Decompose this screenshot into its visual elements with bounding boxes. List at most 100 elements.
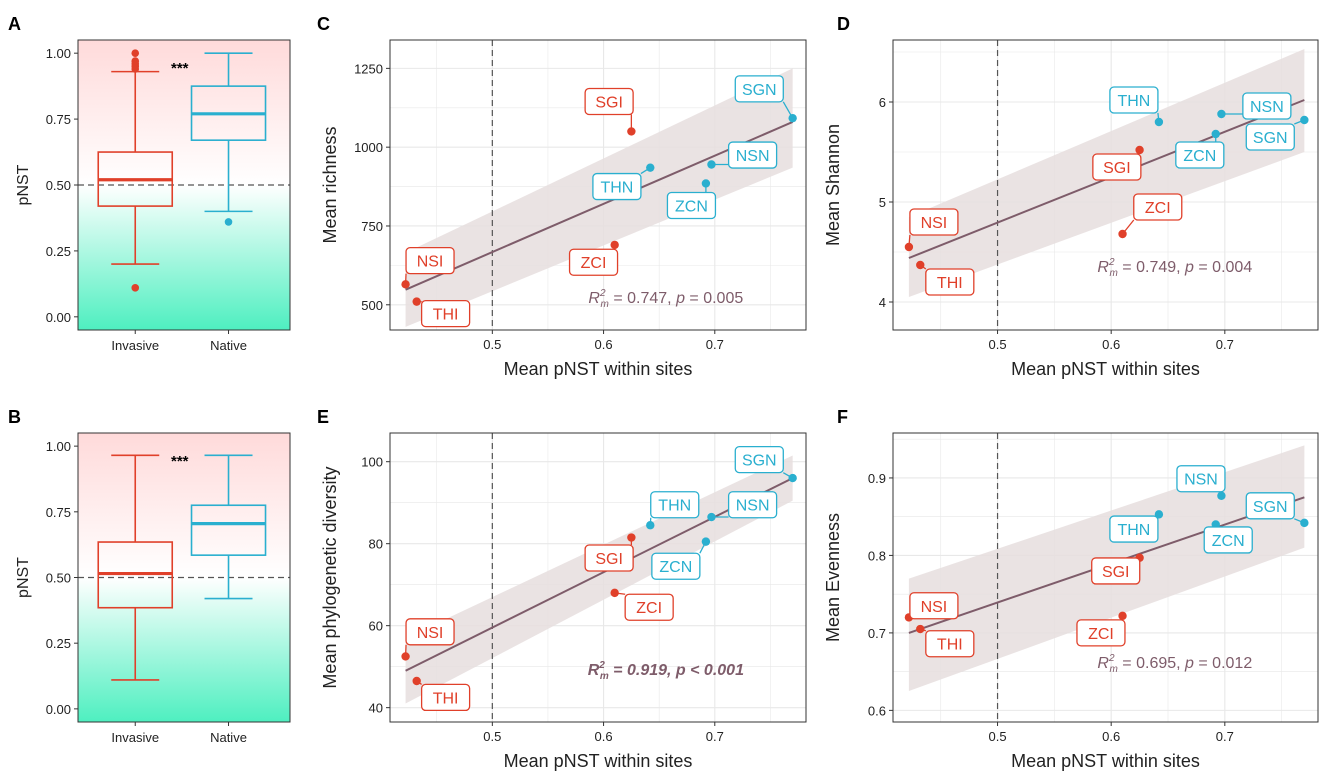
y-tick-label: 1000 bbox=[354, 140, 383, 155]
x-tick-label: 0.7 bbox=[706, 337, 724, 352]
point-label: THN bbox=[1117, 522, 1150, 539]
x-tick-label: 0.5 bbox=[483, 729, 501, 744]
point-label-box bbox=[925, 268, 975, 296]
fit-sup: 2 bbox=[1108, 257, 1115, 268]
box-invasive bbox=[97, 454, 174, 681]
fit-p-text: = 0.004 bbox=[1194, 259, 1252, 276]
data-point bbox=[916, 624, 925, 634]
y-tick-label: 0.00 bbox=[46, 702, 71, 717]
fit-r2-symbol: R bbox=[588, 662, 600, 679]
data-point bbox=[788, 473, 797, 483]
point-label: NSN bbox=[736, 148, 770, 165]
x-tick-label: 0.7 bbox=[706, 729, 724, 744]
x-tick-label: 0.5 bbox=[989, 729, 1007, 744]
fit-sub: m bbox=[1110, 268, 1118, 279]
data-point bbox=[627, 127, 636, 136]
panel-label: E bbox=[317, 407, 329, 427]
fit-p-text: = 0.005 bbox=[685, 290, 743, 307]
panel-a: A 0.00 0.25 0.50 0.75 1.00 pNST Invasive Native *… bbox=[8, 14, 291, 353]
point-label: NSI bbox=[921, 215, 948, 232]
fit-text: = 0.919, bbox=[609, 662, 676, 679]
site-thi: THI bbox=[412, 297, 471, 328]
fit-p-text: < 0.001 bbox=[686, 662, 744, 679]
data-point bbox=[646, 521, 655, 530]
x-tick-label: 0.5 bbox=[989, 337, 1007, 352]
box-native bbox=[190, 454, 267, 600]
point-label-box bbox=[584, 87, 634, 116]
point-label-box bbox=[1176, 465, 1226, 493]
fit-sub: m bbox=[1110, 664, 1118, 675]
point-label: NSN bbox=[1250, 99, 1284, 116]
x-tick-label: 0.6 bbox=[595, 337, 613, 352]
panel-border bbox=[389, 39, 807, 331]
fit-p-symbol: p bbox=[675, 662, 686, 679]
data-point bbox=[707, 160, 716, 169]
point-label: THI bbox=[433, 690, 459, 707]
site-thn: THN bbox=[646, 491, 700, 530]
point-label: ZCN bbox=[675, 198, 708, 215]
site-zcn: ZCN bbox=[1203, 520, 1253, 554]
point-label-box bbox=[420, 683, 471, 712]
y-tick-label: 40 bbox=[369, 701, 383, 716]
y-tick-label: 0.9 bbox=[868, 471, 886, 486]
site-sgi: SGI bbox=[584, 87, 636, 136]
data-point bbox=[412, 297, 421, 306]
panel-e: E NSI THI SGI ZCI THN ZCN NSN SGN R2 m = 0.919, p … bbox=[317, 407, 807, 771]
x-tick-label: 0.7 bbox=[1216, 337, 1234, 352]
y-tick-label: 0.00 bbox=[46, 310, 71, 325]
fit-sub: m bbox=[601, 299, 609, 310]
site-zcn: ZCN bbox=[1175, 129, 1225, 169]
y-tick-label: 500 bbox=[361, 298, 383, 313]
point-label-box bbox=[420, 299, 471, 328]
y-tick-label: 0.75 bbox=[46, 505, 71, 520]
x-tick-label: 0.6 bbox=[1102, 729, 1120, 744]
point-label: SGI bbox=[595, 94, 623, 111]
fit-annotation: R2 m = 0.747, p = 0.005 bbox=[588, 288, 743, 310]
y-tick-label: 0.25 bbox=[46, 244, 71, 259]
x-tick-label: 0.6 bbox=[1102, 337, 1120, 352]
site-sgn: SGN bbox=[734, 75, 797, 123]
y-tick-label: 0.8 bbox=[868, 548, 886, 563]
panel-d: D NSI THI SGI ZCI THN ZCN NSN SGN R2 m = 0.749, p … bbox=[823, 14, 1319, 379]
panel-border bbox=[892, 432, 1319, 723]
fit-r2-symbol: R bbox=[1097, 655, 1109, 672]
data-point bbox=[401, 280, 410, 289]
panel-label: B bbox=[8, 407, 21, 427]
y-tick-label: 6 bbox=[879, 95, 886, 110]
y-tick-label: 0.50 bbox=[46, 178, 71, 193]
box-invasive bbox=[97, 49, 174, 292]
point-label-box bbox=[727, 141, 778, 169]
y-axis-label: Mean Shannon bbox=[823, 124, 843, 246]
site-thi: THI bbox=[412, 676, 471, 712]
significance-label: *** bbox=[171, 453, 189, 470]
site-zci: ZCI bbox=[610, 588, 674, 621]
site-sgi: SGI bbox=[584, 533, 636, 572]
point-label-box bbox=[1203, 526, 1253, 554]
point-label: NSI bbox=[417, 254, 444, 271]
point-label: ZCI bbox=[636, 600, 662, 617]
y-axis-label: Mean phylogenetic diversity bbox=[320, 466, 340, 688]
fit-r2-symbol: R bbox=[1097, 259, 1109, 276]
point-label-box bbox=[1133, 193, 1183, 221]
panel-label: C bbox=[317, 14, 330, 34]
site-sgn: SGN bbox=[734, 445, 797, 483]
panel-border bbox=[77, 39, 291, 331]
fit-sup: 2 bbox=[599, 288, 606, 299]
data-point bbox=[1300, 115, 1309, 125]
fit-p-symbol: p bbox=[1184, 259, 1194, 276]
point-label: ZCN bbox=[1212, 533, 1245, 550]
point-label: THI bbox=[433, 307, 459, 324]
data-point bbox=[701, 179, 711, 188]
site-zci: ZCI bbox=[1076, 611, 1127, 647]
y-tick-label: 100 bbox=[361, 455, 383, 470]
point-label-box bbox=[666, 191, 717, 220]
point-label-box bbox=[1242, 92, 1292, 120]
outlier-point bbox=[131, 57, 140, 65]
y-tick-label: 0.75 bbox=[46, 112, 71, 127]
fit-statistics: R2 m = 0.919, p < 0.001 bbox=[588, 660, 744, 682]
y-tick-label: 750 bbox=[361, 219, 383, 234]
data-point bbox=[610, 240, 619, 250]
point-label: THN bbox=[658, 498, 691, 515]
box-iqr bbox=[190, 504, 267, 556]
